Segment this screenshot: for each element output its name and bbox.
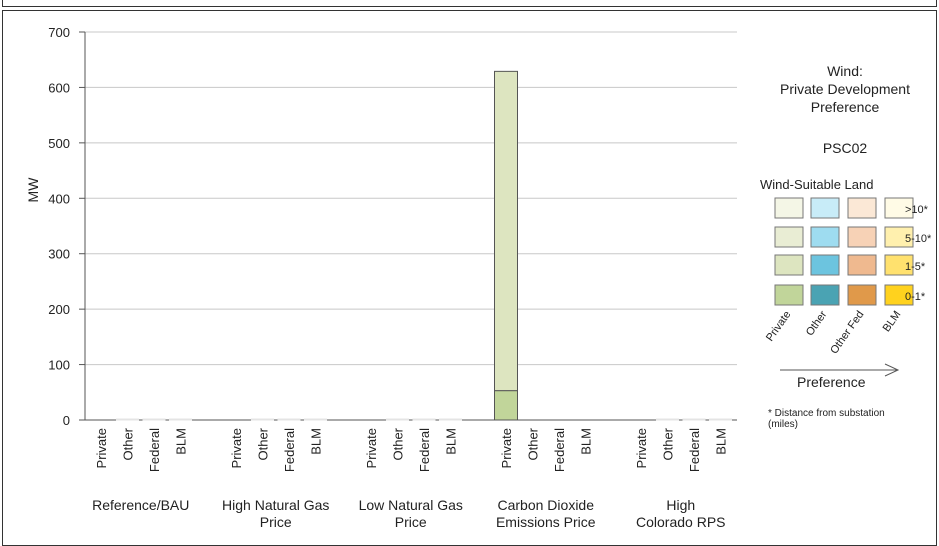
legend-swatch [810, 284, 840, 306]
legend-title: Wind: Private Development Preference [760, 62, 930, 116]
legend-note-line: (miles) [768, 419, 798, 430]
y-tick-label: 700 [48, 25, 70, 40]
legend-swatch [810, 197, 840, 219]
legend-swatch [884, 254, 914, 276]
legend-column-label: BLM [881, 309, 904, 334]
legend-title-line: Private Development [780, 81, 910, 97]
x-tick-label: Other [391, 427, 406, 460]
x-tick-label: BLM [174, 428, 189, 455]
legend-swatch [884, 226, 914, 248]
legend-swatch [884, 197, 914, 219]
x-tick-label: Private [94, 428, 109, 468]
bar-segment [116, 418, 139, 421]
bar-segment [682, 418, 706, 421]
scenario-label: High [666, 497, 695, 513]
preference-arrow-head [884, 363, 900, 377]
x-tick-label: Private [229, 428, 244, 468]
legend-swatch [774, 197, 804, 219]
y-tick-label: 600 [48, 80, 70, 95]
bar-segment [386, 418, 409, 421]
x-tick-label: Federal [282, 428, 297, 472]
scenario-label: Colorado RPS [636, 514, 726, 530]
x-tick-label: BLM [714, 428, 729, 455]
legend-band-label: 5-10* [905, 233, 932, 245]
legend-title-line: Wind: [827, 63, 863, 79]
legend-column-label: Other [804, 309, 830, 339]
x-tick-label: Federal [552, 428, 567, 472]
legend-swatch [774, 254, 804, 276]
bar-segment [169, 418, 192, 421]
legend-scenario-code: PSC02 [822, 140, 868, 156]
legend-column-label: Other Fed [828, 309, 866, 356]
legend-swatch [884, 284, 914, 306]
scenario-label: Reference/BAU [92, 497, 189, 513]
scenario-label: Emissions Price [496, 514, 596, 530]
legend-swatch [774, 284, 804, 306]
bar-segment [142, 418, 166, 421]
legend-column-label: Private [764, 309, 793, 344]
scenario-label: Carbon Dioxide [498, 497, 595, 513]
legend-note: * Distance from substation (miles) [768, 408, 928, 430]
y-tick-label: 400 [48, 191, 70, 206]
bar-segment [494, 70, 518, 392]
bar-segment [656, 418, 679, 421]
y-tick-label: 0 [63, 413, 70, 428]
y-axis-label: MW [25, 177, 41, 203]
y-tick-label: 300 [48, 247, 70, 262]
bar-segment [709, 418, 732, 421]
legend-title-line: Preference [810, 99, 880, 115]
y-tick-label: 500 [48, 136, 70, 151]
legend-band-label: 1-5* [905, 261, 926, 273]
scenario-label: Price [260, 514, 292, 530]
x-tick-label: BLM [579, 428, 594, 455]
bar-segment [277, 418, 301, 421]
legend-swatch [774, 226, 804, 248]
legend-preference-label: Preference [797, 374, 866, 390]
legend-swatch [810, 226, 840, 248]
legend-band-label: 0-1* [905, 291, 926, 303]
bar-segment [412, 418, 436, 421]
legend-band-label: >10* [905, 204, 929, 216]
legend-swatch [810, 254, 840, 276]
bar-segment [494, 390, 518, 421]
x-tick-label: Private [634, 428, 649, 468]
x-tick-label: Private [364, 428, 379, 468]
x-tick-label: Federal [687, 428, 702, 472]
legend-swatch [847, 226, 877, 248]
y-tick-label: 200 [48, 302, 70, 317]
x-tick-label: Federal [147, 428, 162, 472]
scenario-label: Low Natural Gas [359, 497, 463, 513]
legend-swatch [847, 284, 877, 306]
bar-segment [304, 418, 327, 421]
bar-segment [251, 418, 274, 421]
x-tick-label: Other [121, 427, 136, 460]
x-tick-label: BLM [309, 428, 324, 455]
y-tick-label: 100 [48, 358, 70, 373]
x-tick-label: Private [499, 428, 514, 468]
x-tick-label: Other [526, 427, 541, 460]
legend-swatch [847, 197, 877, 219]
x-tick-label: Other [256, 427, 271, 460]
top-frame-strip [2, 0, 937, 7]
x-tick-label: BLM [444, 428, 459, 455]
scenario-label: Price [395, 514, 427, 530]
legend-swatch [847, 254, 877, 276]
x-tick-label: Other [661, 427, 676, 460]
x-tick-label: Federal [417, 428, 432, 472]
scenario-label: High Natural Gas [222, 497, 329, 513]
legend-land-heading: Wind-Suitable Land [760, 177, 874, 192]
legend-note-line: * Distance from substation [768, 408, 885, 419]
bar-segment [439, 418, 462, 421]
